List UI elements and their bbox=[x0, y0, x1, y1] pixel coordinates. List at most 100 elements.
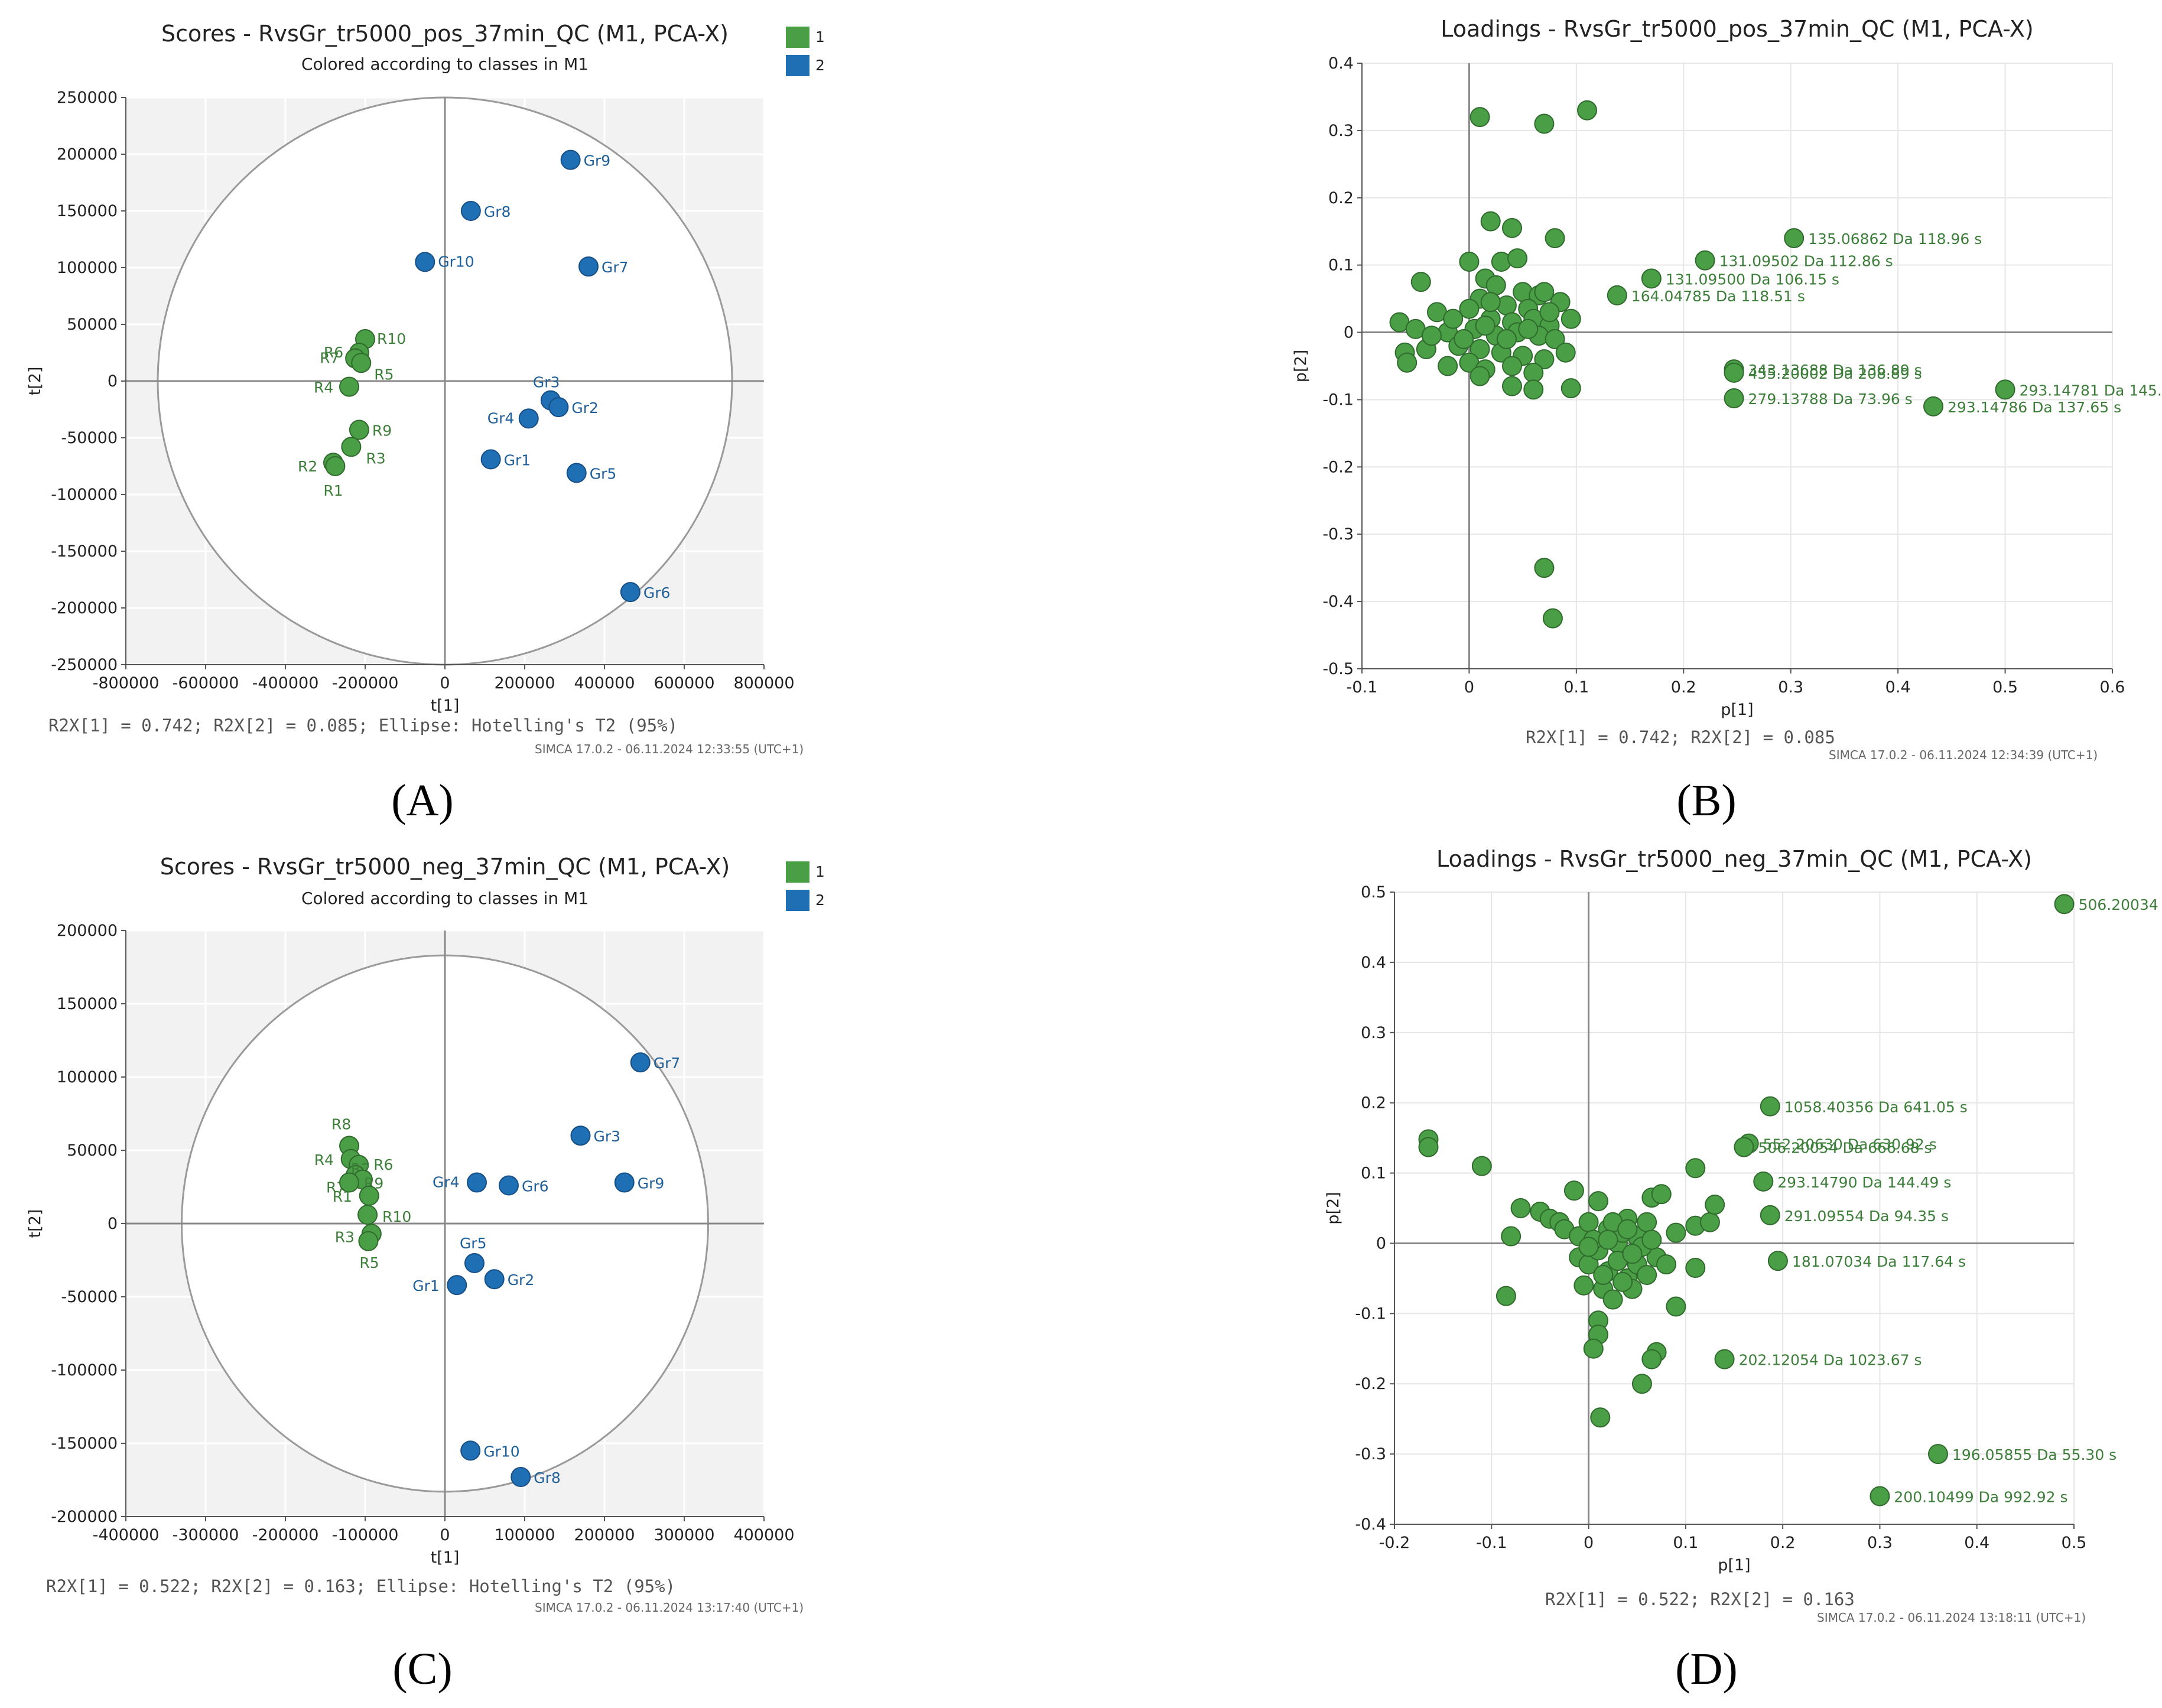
y-tick-label: 0.4 bbox=[1361, 954, 1386, 972]
point-label: Gr9 bbox=[584, 152, 611, 170]
point-label: Gr8 bbox=[534, 1469, 561, 1486]
y-tick-label: 0 bbox=[1376, 1234, 1386, 1252]
x-tick-label: 0.4 bbox=[1885, 678, 1911, 697]
legend-swatch bbox=[786, 27, 809, 48]
y-tick-label: -250000 bbox=[51, 656, 118, 674]
point-label: R10 bbox=[382, 1208, 411, 1225]
point-label: 181.07034 Da 117.64 s bbox=[1792, 1253, 1966, 1270]
data-point bbox=[1573, 1275, 1594, 1296]
point-label: R6 bbox=[324, 344, 343, 361]
point-label: Gr1 bbox=[504, 451, 531, 469]
data-point bbox=[1651, 1184, 1672, 1205]
point-label: 293.14781 Da 145.65 s bbox=[2020, 382, 2162, 399]
data-point bbox=[1534, 113, 1555, 134]
point-label: R8 bbox=[331, 1116, 351, 1133]
y-tick-label: -200000 bbox=[51, 599, 118, 617]
software-stamp: SIMCA 17.0.2 - 06.11.2024 12:33:55 (UTC+… bbox=[535, 742, 804, 756]
data-point bbox=[1485, 275, 1506, 295]
point-label: Gr2 bbox=[508, 1271, 535, 1289]
x-tick-label: 400000 bbox=[574, 674, 635, 692]
data-point bbox=[630, 1052, 651, 1073]
point-label: R5 bbox=[374, 366, 394, 383]
data-point bbox=[578, 256, 599, 277]
y-tick-label: 0.2 bbox=[1328, 189, 1354, 207]
chart-footer: R2X[1] = 0.742; R2X[2] = 0.085 bbox=[1526, 727, 1835, 747]
data-point bbox=[1607, 285, 1627, 305]
data-point bbox=[1410, 272, 1431, 292]
y-tick-label: 0.5 bbox=[1361, 883, 1386, 902]
point-label: Gr1 bbox=[412, 1277, 440, 1294]
point-label: 131.09500 Da 106.15 s bbox=[1666, 271, 1839, 288]
panel-label: (A) bbox=[391, 776, 454, 825]
software-stamp: SIMCA 17.0.2 - 06.11.2024 13:18:11 (UTC+… bbox=[1817, 1611, 2086, 1625]
x-tick-label: -0.2 bbox=[1379, 1534, 1410, 1552]
legend-swatch bbox=[786, 890, 809, 911]
data-point bbox=[1631, 1374, 1652, 1394]
data-point bbox=[1502, 356, 1522, 376]
data-point bbox=[1666, 1222, 1686, 1243]
chart-title: Scores - RvsGr_tr5000_pos_37min_QC (M1, … bbox=[161, 21, 729, 47]
data-point bbox=[570, 1125, 591, 1146]
y-tick-label: -100000 bbox=[51, 1361, 118, 1380]
x-tick-label: 200000 bbox=[574, 1526, 635, 1544]
chart-panel-3: Scores - RvsGr_tr5000_neg_37min_QC (M1, … bbox=[26, 854, 825, 1694]
x-tick-label: 0.1 bbox=[1673, 1534, 1698, 1552]
point-label: R5 bbox=[359, 1254, 379, 1271]
y-tick-label: -0.3 bbox=[1322, 525, 1354, 544]
data-point bbox=[1501, 1226, 1521, 1247]
data-point bbox=[1593, 1264, 1614, 1285]
point-label: Gr6 bbox=[643, 584, 671, 601]
x-axis-label: t[1] bbox=[431, 1548, 460, 1567]
y-tick-label: -50000 bbox=[61, 429, 118, 447]
data-point bbox=[1545, 328, 1565, 349]
panel-label: (B) bbox=[1676, 776, 1736, 825]
data-point bbox=[614, 1172, 635, 1193]
data-point bbox=[339, 1172, 359, 1193]
data-point bbox=[1495, 1286, 1516, 1306]
data-point bbox=[566, 463, 587, 483]
chart-title: Loadings - RvsGr_tr5000_pos_37min_QC (M1… bbox=[1441, 16, 2034, 42]
x-tick-label: 0.2 bbox=[1770, 1534, 1796, 1552]
x-tick-label: 0 bbox=[440, 674, 450, 692]
x-tick-label: 100000 bbox=[494, 1526, 555, 1544]
point-label: 131.09502 Da 112.86 s bbox=[1719, 253, 1893, 270]
data-point bbox=[1705, 1195, 1725, 1215]
x-tick-label: 400000 bbox=[733, 1526, 794, 1544]
y-tick-label: 0 bbox=[108, 1215, 118, 1233]
y-tick-label: -0.1 bbox=[1355, 1304, 1386, 1323]
data-point bbox=[1459, 298, 1480, 319]
point-label: R2 bbox=[298, 458, 317, 475]
data-point bbox=[1637, 1264, 1657, 1285]
point-label: Gr10 bbox=[438, 253, 474, 270]
point-label: R1 bbox=[333, 1188, 352, 1205]
data-point bbox=[1577, 100, 1597, 121]
point-label: Gr8 bbox=[484, 203, 511, 220]
point-label: R6 bbox=[373, 1156, 393, 1173]
x-tick-label: 0 bbox=[440, 1526, 450, 1544]
data-point bbox=[1923, 396, 1944, 417]
y-tick-label: 200000 bbox=[57, 145, 118, 164]
legend-label: 2 bbox=[815, 892, 825, 909]
point-label: 202.12054 Da 1023.67 s bbox=[1739, 1352, 1922, 1369]
data-point bbox=[560, 149, 581, 170]
point-label: 552.20630 Da 630.92 s bbox=[1763, 1136, 1937, 1153]
data-point bbox=[1459, 251, 1480, 272]
chart-footer: R2X[1] = 0.522; R2X[2] = 0.163 bbox=[1545, 1589, 1855, 1609]
data-point bbox=[351, 353, 372, 373]
data-point bbox=[1534, 558, 1555, 578]
point-label: Gr2 bbox=[571, 399, 599, 417]
y-tick-label: 50000 bbox=[67, 315, 118, 334]
data-point bbox=[1475, 315, 1495, 336]
point-label: R4 bbox=[314, 1151, 334, 1169]
y-tick-label: 0 bbox=[108, 372, 118, 391]
point-label: 343.13688 Da 136.89 s bbox=[1748, 362, 1922, 379]
y-tick-label: -0.5 bbox=[1322, 660, 1354, 678]
y-axis-label: t[2] bbox=[26, 367, 44, 396]
data-point bbox=[1560, 308, 1581, 329]
x-tick-label: -400000 bbox=[252, 674, 319, 692]
data-point bbox=[460, 201, 481, 221]
chart-subtitle: Colored according to classes in M1 bbox=[301, 889, 589, 908]
x-axis-label: t[1] bbox=[431, 697, 460, 715]
legend-label: 1 bbox=[815, 28, 825, 45]
point-label: R9 bbox=[372, 422, 392, 440]
